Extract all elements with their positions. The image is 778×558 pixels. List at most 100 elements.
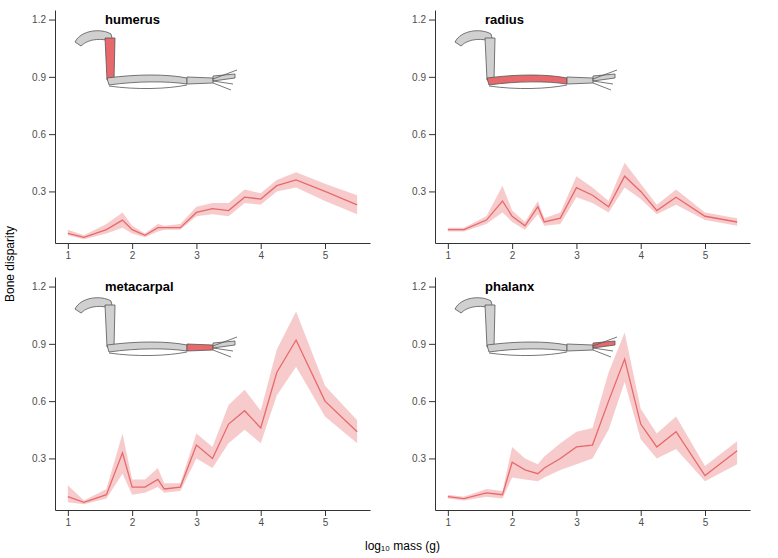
x-axis: 1 2 3 4 5 [56,243,371,261]
y-tick: 0.3 [32,186,55,197]
icon-humerus [485,305,495,347]
icon-digit [213,70,237,79]
wing-icon [75,31,237,90]
panel-title: radius [485,12,524,27]
x-tick: 4 [638,510,644,528]
icon-ulna [109,352,187,356]
y-tick-mark [49,401,55,402]
y-tick: 0.3 [32,453,55,464]
icon-digit [213,81,233,84]
y-tick: 0.6 [412,396,435,407]
x-tick: 5 [323,243,329,261]
y-tick: 0.3 [412,453,435,464]
y-axis: 0.30.60.91.2 [412,278,435,511]
x-tick-mark [325,510,326,516]
series-line [448,176,737,229]
x-tick: 5 [323,510,329,528]
x-axis-line [436,243,751,244]
icon-ulna [109,85,187,89]
y-tick-label: 0.3 [412,453,426,464]
x-tick-mark [196,243,197,249]
y-axis-title: Bone disparity [3,226,17,302]
x-tick-mark [196,510,197,516]
x-axis-line [436,510,751,511]
x-tick: 2 [510,510,516,528]
icon-ulna [489,352,567,356]
panel: 123450.30.60.91.2radius [412,11,750,262]
icon-radius [487,342,567,352]
x-tick-label: 2 [510,250,516,261]
x-tick-label: 4 [258,250,264,261]
y-tick-mark [429,401,435,402]
x-tick-label: 5 [323,250,329,261]
y-axis-line [55,278,56,511]
x-tick: 2 [130,243,136,261]
x-tick-label: 2 [130,250,136,261]
y-tick: 1.2 [32,14,55,25]
x-tick-mark [448,510,449,516]
panel: 123450.30.60.91.2metacarpal [32,278,370,529]
x-tick: 5 [703,243,709,261]
icon-digit [213,337,237,346]
y-tick-label: 0.6 [32,129,46,140]
wing-icon [455,31,617,90]
y-tick-mark [49,458,55,459]
x-tick-label: 3 [574,517,580,528]
series-line [68,180,357,237]
x-tick: 2 [130,510,136,528]
x-axis-line [56,243,371,244]
icon-metacarpal [187,344,213,351]
x-axis: 1 2 3 4 5 [436,243,751,261]
y-tick-label: 1.2 [32,281,46,292]
y-axis: 0.30.60.91.2 [412,11,435,244]
series-line [68,340,357,502]
icon-digit [213,348,233,351]
x-tick-label: 4 [638,517,644,528]
x-tick-mark [261,510,262,516]
x-tick: 3 [194,243,200,261]
x-tick-label: 4 [638,250,644,261]
x-tick-label: 4 [258,517,264,528]
x-axis-title: log₁₀ mass (g) [365,539,440,553]
x-tick-mark [448,243,449,249]
wing-icon [455,298,617,357]
icon-radius [107,342,187,352]
y-tick: 0.9 [32,339,55,350]
icon-digit [593,348,613,351]
x-tick: 4 [258,243,264,261]
y-tick-label: 0.6 [412,129,426,140]
wing-icon [75,298,237,357]
y-tick-mark [429,287,435,288]
y-tick-mark [49,344,55,345]
x-tick-label: 2 [510,517,516,528]
y-tick: 0.9 [32,72,55,83]
y-tick-mark [429,458,435,459]
y-tick: 0.6 [32,396,55,407]
x-tick-mark [68,510,69,516]
y-tick-label: 1.2 [32,14,46,25]
x-tick: 3 [574,243,580,261]
y-tick-label: 0.9 [412,339,426,350]
x-tick-label: 1 [66,250,72,261]
plot-area [448,163,737,232]
confidence-band [448,332,737,500]
x-tick: 4 [638,243,644,261]
x-tick-label: 1 [446,250,452,261]
icon-digit [593,83,611,90]
y-tick: 0.9 [412,72,435,83]
y-tick-label: 0.3 [32,453,46,464]
y-tick: 0.9 [412,339,435,350]
x-tick-mark [705,243,706,249]
y-tick-mark [49,20,55,21]
y-tick-mark [429,344,435,345]
x-tick-label: 5 [703,250,709,261]
x-tick-label: 3 [194,250,200,261]
icon-humerus [105,305,115,347]
y-tick-mark [49,77,55,78]
x-tick-mark [705,510,706,516]
x-tick: 2 [510,243,516,261]
x-tick-label: 5 [323,517,329,528]
icon-metacarpal [187,77,213,84]
y-tick: 0.6 [32,129,55,140]
icon-digit [213,350,231,357]
